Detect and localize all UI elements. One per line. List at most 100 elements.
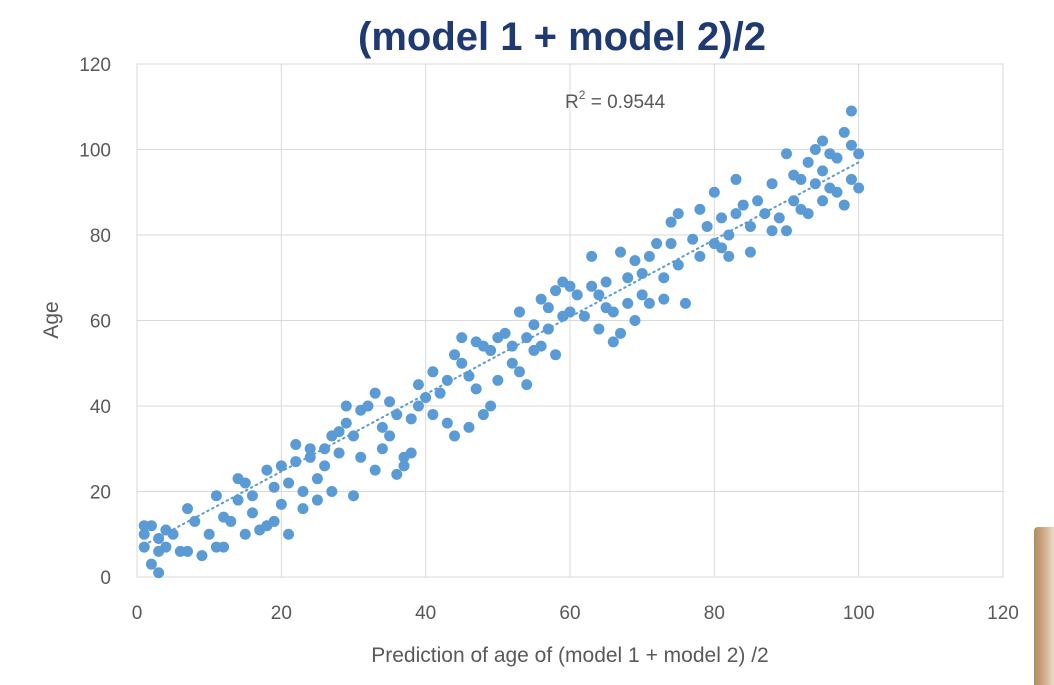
data-point bbox=[420, 391, 432, 403]
data-point bbox=[521, 332, 533, 344]
data-point bbox=[369, 387, 381, 399]
x-tick-labels: 0 20 40 60 80 100 120 bbox=[132, 603, 1019, 624]
data-point bbox=[340, 400, 352, 412]
x-axis-label: Prediction of age of (model 1 + model 2)… bbox=[371, 644, 768, 667]
data-point bbox=[376, 443, 388, 455]
data-point bbox=[643, 297, 655, 309]
data-point bbox=[550, 285, 562, 297]
data-point bbox=[752, 195, 764, 207]
y-tick-label: 0 bbox=[100, 568, 111, 589]
data-point bbox=[391, 468, 403, 480]
data-point bbox=[831, 152, 843, 164]
r-squared-base: R bbox=[565, 92, 579, 113]
data-point bbox=[578, 310, 590, 322]
data-point bbox=[355, 451, 367, 463]
data-point bbox=[535, 340, 547, 352]
data-point bbox=[427, 366, 439, 378]
data-point bbox=[384, 396, 396, 408]
data-point bbox=[607, 336, 619, 348]
data-point bbox=[449, 430, 461, 442]
trendline bbox=[143, 161, 860, 546]
data-point bbox=[441, 374, 453, 386]
data-point bbox=[326, 486, 338, 497]
data-point bbox=[268, 481, 280, 493]
data-point bbox=[463, 370, 475, 382]
data-point bbox=[232, 494, 244, 506]
data-point bbox=[593, 323, 605, 335]
data-point bbox=[586, 280, 598, 292]
data-point bbox=[802, 156, 814, 168]
data-point bbox=[817, 135, 829, 147]
data-point bbox=[694, 250, 706, 262]
data-point bbox=[405, 447, 417, 459]
data-point bbox=[759, 208, 771, 220]
chart-title: (model 1 + model 2)/2 bbox=[358, 15, 766, 59]
data-point bbox=[239, 477, 251, 489]
data-point bbox=[607, 306, 619, 318]
data-point bbox=[275, 498, 287, 510]
data-point bbox=[658, 272, 670, 284]
data-point bbox=[427, 409, 439, 421]
data-point bbox=[744, 246, 756, 258]
data-point bbox=[506, 340, 518, 352]
data-point bbox=[290, 456, 302, 468]
data-point bbox=[564, 306, 576, 318]
data-point bbox=[571, 289, 583, 301]
data-point bbox=[283, 477, 295, 489]
data-point bbox=[730, 208, 742, 220]
x-tick-label: 80 bbox=[704, 603, 725, 624]
data-point bbox=[665, 238, 677, 250]
data-point bbox=[167, 528, 179, 540]
data-point bbox=[268, 515, 280, 527]
data-point bbox=[687, 233, 699, 245]
data-point bbox=[636, 267, 648, 279]
data-point bbox=[831, 186, 843, 198]
trendline-path bbox=[143, 161, 860, 546]
data-point bbox=[586, 250, 598, 262]
data-point bbox=[283, 528, 295, 540]
x-tick-label: 0 bbox=[132, 603, 143, 624]
data-point bbox=[160, 541, 172, 553]
data-point bbox=[817, 165, 829, 177]
data-point bbox=[239, 528, 251, 540]
data-point bbox=[441, 417, 453, 429]
data-point bbox=[319, 460, 331, 472]
data-point bbox=[246, 507, 258, 519]
data-point bbox=[196, 550, 208, 562]
data-point bbox=[333, 426, 345, 438]
data-point bbox=[679, 297, 691, 309]
y-axis-label: Age bbox=[40, 301, 63, 338]
x-tick-label: 100 bbox=[843, 603, 875, 624]
y-tick-labels: 0 20 40 60 80 100 120 bbox=[79, 55, 111, 589]
data-point bbox=[304, 443, 316, 455]
data-point bbox=[723, 250, 735, 262]
x-tick-label: 60 bbox=[559, 603, 580, 624]
data-point bbox=[550, 349, 562, 361]
data-point bbox=[203, 528, 215, 540]
x-tick-label: 40 bbox=[415, 603, 436, 624]
data-points bbox=[138, 105, 865, 579]
data-point bbox=[636, 289, 648, 301]
r-squared-superscript: 2 bbox=[579, 88, 586, 102]
data-point bbox=[369, 464, 381, 476]
data-point bbox=[290, 438, 302, 450]
data-point bbox=[492, 374, 504, 386]
data-point bbox=[513, 306, 525, 318]
r-squared-value: = 0.9544 bbox=[585, 92, 665, 113]
data-point bbox=[651, 238, 663, 250]
gridlines bbox=[136, 63, 1004, 578]
data-point bbox=[210, 490, 222, 502]
data-point bbox=[145, 520, 157, 532]
y-tick-label: 80 bbox=[90, 226, 111, 247]
data-point bbox=[781, 148, 792, 160]
data-point bbox=[333, 447, 345, 459]
data-point bbox=[838, 126, 850, 138]
data-point bbox=[412, 379, 424, 391]
r-squared-annotation: R2 = 0.9544 bbox=[565, 88, 666, 113]
data-point bbox=[499, 327, 511, 339]
data-point bbox=[398, 460, 410, 472]
data-point bbox=[629, 315, 641, 326]
data-point bbox=[730, 173, 742, 185]
data-point bbox=[311, 473, 323, 485]
data-point bbox=[225, 515, 237, 527]
